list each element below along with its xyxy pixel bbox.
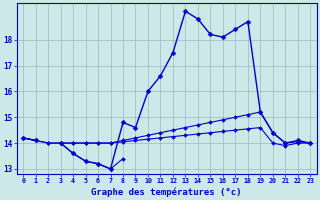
X-axis label: Graphe des températures (°c): Graphe des températures (°c)	[92, 187, 242, 197]
